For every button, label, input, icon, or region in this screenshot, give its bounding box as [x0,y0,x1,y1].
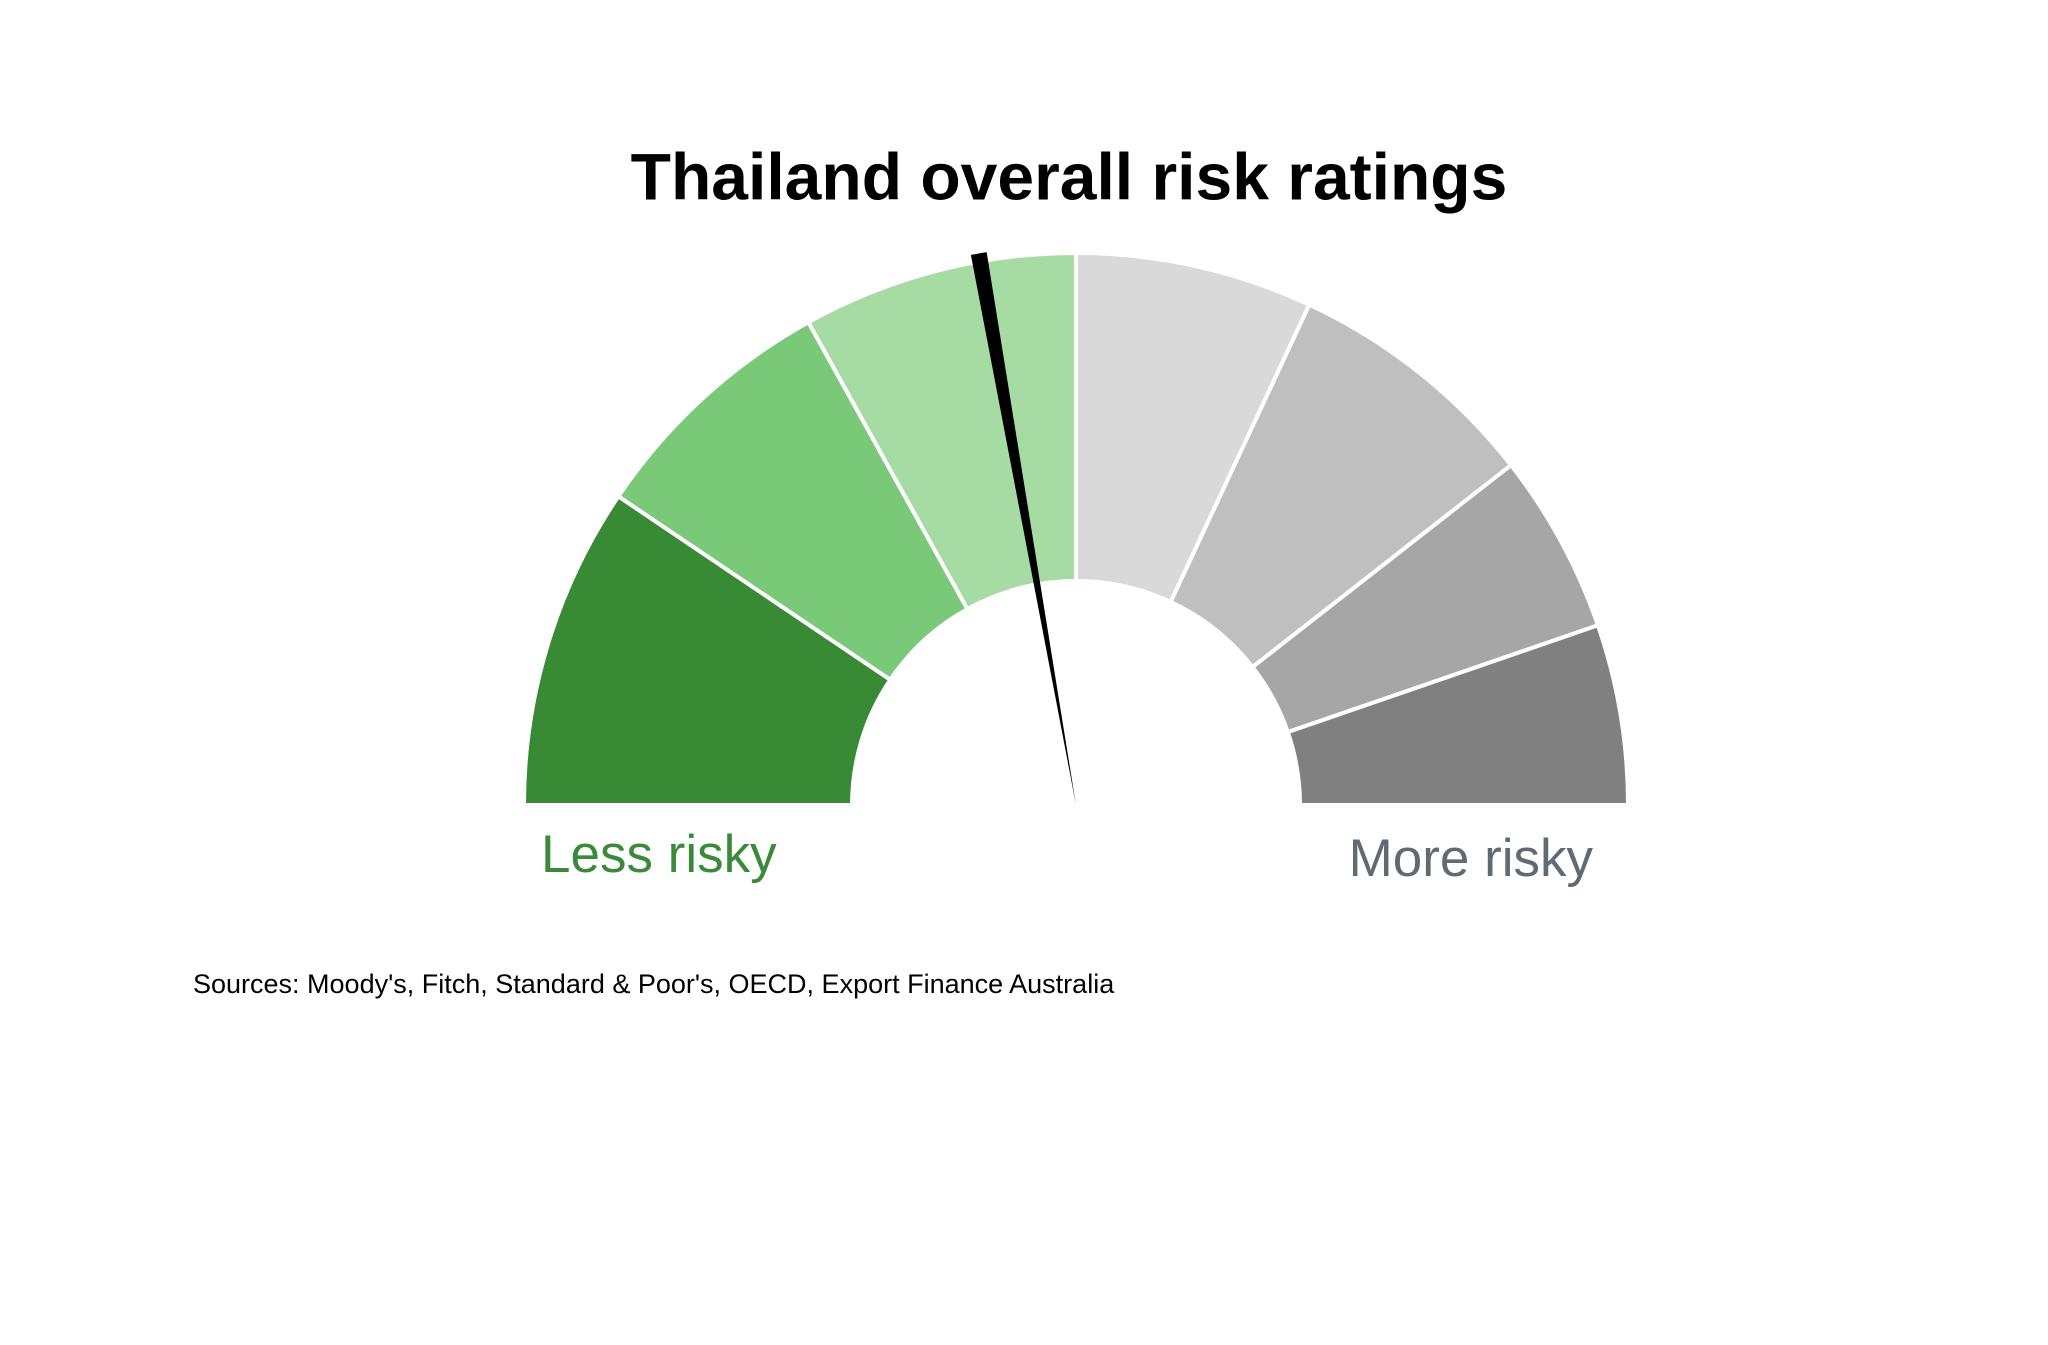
gauge-segment [1168,302,1514,670]
source-note: Sources: Moody's, Fitch, Standard & Poor… [193,969,1115,999]
gauge-segment [1285,622,1631,807]
chart-title: Thailand overall risk ratings [631,139,1508,213]
gauge-segment [805,250,1078,612]
needle [970,252,1076,805]
min-label: Less risky [541,825,777,884]
gauge-segment [1074,250,1312,605]
max-label: More risky [1349,829,1594,888]
gauge-segment [521,493,894,807]
gauge-segment [615,319,971,683]
